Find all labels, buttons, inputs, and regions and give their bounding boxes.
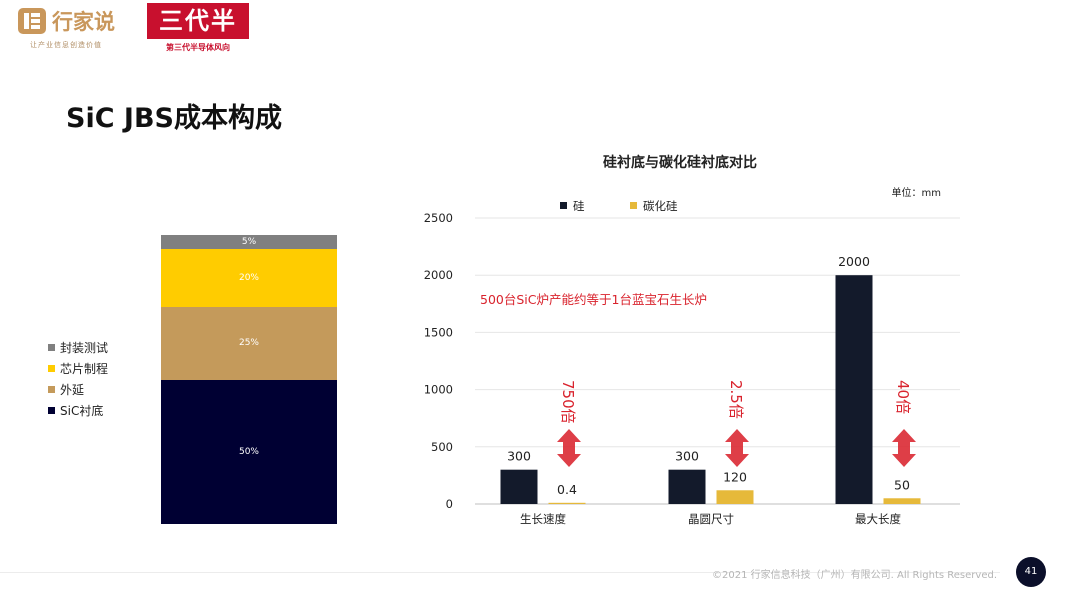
bars: 300 0.4 生长速度 300 120 晶圆尺寸 2000 50 最大长度 (500, 254, 921, 526)
company-slogan: 让产业信息创造价值 (30, 41, 102, 49)
cost-legend-label: 封装测试 (60, 341, 109, 355)
ratio-label: 750倍 (559, 380, 577, 424)
legend-swatch (630, 202, 637, 209)
cost-legend-label: SiC衬底 (60, 404, 104, 418)
cost-segment-label: 20% (238, 273, 259, 284)
cost-legend-item: 芯片制程 (48, 360, 108, 377)
footer-divider (0, 572, 1000, 573)
page-number-badge: 41 (1016, 557, 1046, 587)
ratio-annotations: 750倍 2.5倍 40倍 (557, 380, 916, 467)
cost-legend-label: 外延 (60, 383, 85, 397)
y-tick-label: 500 (431, 440, 453, 454)
legend-label: 硅 (573, 199, 585, 213)
cost-legend-item: 封装测试 (48, 339, 108, 356)
gridlines: 0 500 1000 1500 2000 2500 (424, 211, 960, 511)
copyright-text: ©2021 行家信息科技（广州）有限公司. All Rights Reserve… (712, 570, 998, 581)
y-tick-label: 0 (446, 497, 453, 511)
x-tick-label: 最大长度 (855, 512, 901, 526)
data-label: 300 (507, 449, 531, 464)
chart-unit-label: 单位：mm (892, 186, 941, 199)
ratio-label: 2.5倍 (727, 380, 745, 419)
cost-segment: 50% (161, 379, 337, 524)
double-arrow-icon (725, 429, 749, 467)
cost-segment: 5% (161, 235, 337, 250)
chart-annotation: 500台SiC炉产能约等于1台蓝宝石生长炉 (480, 292, 707, 307)
x-tick-label: 生长速度 (520, 512, 566, 526)
bar (835, 275, 873, 504)
legend-label: 碳化硅 (643, 199, 678, 213)
cost-segment-label: 50% (238, 446, 259, 457)
double-arrow-icon (892, 429, 916, 467)
y-tick-label: 1500 (424, 325, 453, 339)
x-tick-label: 晶圆尺寸 (688, 512, 734, 526)
page-title: SiC JBS成本构成 (66, 103, 282, 134)
y-tick-label: 1000 (424, 383, 453, 397)
data-label: 50 (894, 477, 910, 492)
chart-legend: 硅 碳化硅 (560, 199, 678, 213)
bar (883, 498, 921, 504)
brand-logo: 三代半 (147, 3, 249, 39)
legend-swatch (48, 386, 55, 393)
chart-title: 硅衬底与碳化硅衬底对比 (603, 154, 757, 171)
cost-segment-label: 5% (241, 237, 257, 248)
cost-segment: 25% (161, 307, 337, 380)
legend-swatch (48, 344, 55, 351)
double-arrow-icon (557, 429, 581, 467)
ratio-label: 40倍 (894, 380, 912, 414)
legend-swatch (48, 365, 55, 372)
company-logo-icon (18, 8, 46, 34)
legend-swatch (560, 202, 567, 209)
bar (500, 469, 538, 504)
bar (716, 490, 754, 504)
data-label: 0.4 (557, 482, 577, 497)
legend-swatch (48, 407, 55, 414)
bar (668, 469, 706, 504)
data-label: 2000 (838, 254, 870, 269)
cost-legend-label: 芯片制程 (60, 362, 109, 376)
y-tick-label: 2500 (424, 211, 453, 225)
y-tick-label: 2000 (424, 268, 453, 282)
bar (548, 502, 586, 504)
brand-logo-subtitle: 第三代半导体风向 (166, 43, 230, 52)
cost-segment-label: 25% (238, 338, 259, 349)
comparison-bar-chart: 硅衬底与碳化硅衬底对比 单位：mm 0 500 1000 1500 2000 2500 硅… (424, 154, 960, 526)
data-label: 300 (675, 449, 699, 464)
cost-legend-item: 外延 (48, 381, 84, 398)
cost-segment: 20% (161, 249, 337, 308)
data-label: 120 (723, 469, 747, 484)
cost-legend-item: SiC衬底 (48, 402, 103, 419)
company-logo-name: 行家说 (52, 10, 115, 34)
